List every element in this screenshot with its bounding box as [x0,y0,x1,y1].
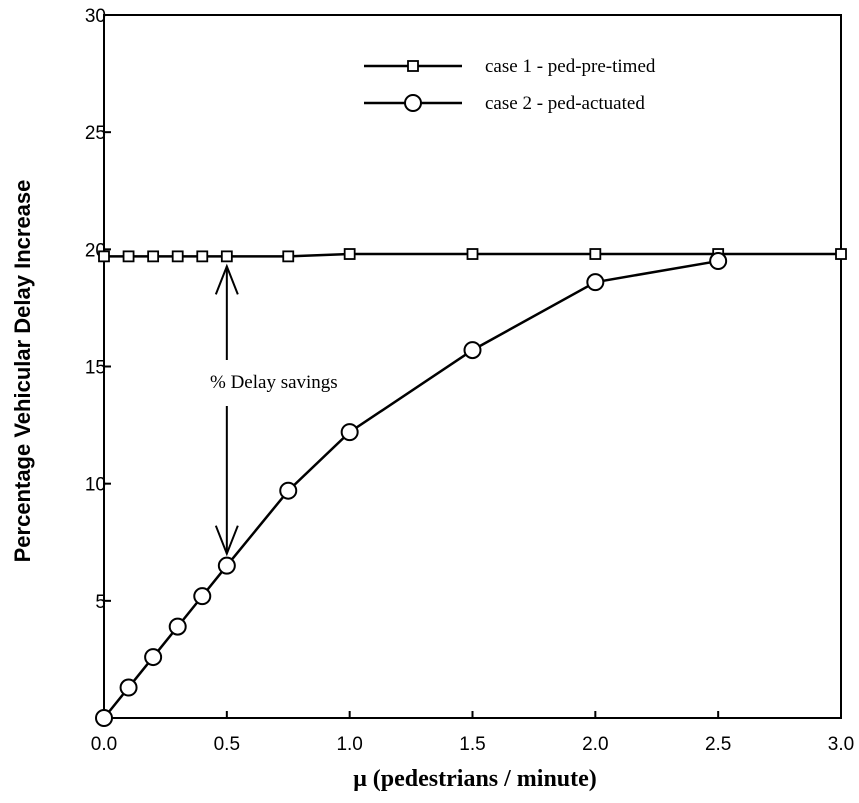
annotation-label: % Delay savings [210,372,338,393]
x-tick-label: 0.0 [91,734,117,755]
x-axis-title: μ (pedestrians / minute) [353,766,597,792]
x-tick-label: 2.0 [582,734,608,755]
data-point-case-2 [709,252,728,271]
data-point-case-1 [98,250,110,263]
data-point-case-1 [343,248,356,260]
data-point-case-1 [835,248,847,260]
data-point-case-2 [463,341,482,360]
legend-label-2: case 2 - ped-actuated [485,93,645,114]
x-tick-label: 1.5 [459,734,485,755]
data-point-case-1 [220,250,233,263]
data-point-case-2 [279,481,298,500]
x-tick-label: 2.5 [705,734,731,755]
y-tick-label: 15 [85,358,106,379]
annotation-arrowhead-up [214,263,239,295]
data-point-case-2 [119,678,138,697]
data-point-case-1 [589,248,602,260]
data-point-case-2 [193,587,212,606]
data-point-case-1 [282,250,295,263]
legend-marker-circle [404,94,422,112]
plot-frame [103,14,842,719]
x-tick-label: 3.0 [828,734,854,755]
y-tick-label: 30 [85,6,106,27]
data-point-case-1 [196,250,209,263]
data-point-case-1 [122,250,135,263]
data-point-case-2 [586,273,605,292]
data-point-case-2 [340,423,359,442]
data-point-case-2 [144,648,163,667]
data-point-case-2 [168,617,187,636]
y-tick-label: 10 [85,475,106,496]
data-point-case-2 [217,556,236,575]
legend-label-1: case 1 - ped-pre-timed [485,56,656,77]
x-tick-label: 1.0 [336,734,362,755]
y-tick-label: 25 [85,123,106,144]
y-tick-label: 5 [95,592,106,613]
legend-marker-square [407,60,419,72]
series-line-2 [103,259,719,719]
annotation-arrowhead-down [214,525,239,557]
x-tick-label: 0.5 [214,734,240,755]
data-point-case-1 [466,248,479,260]
data-point-case-2 [95,709,113,727]
data-point-case-1 [147,250,160,263]
y-axis-title: Percentage Vehicular Delay Increase [10,180,35,563]
data-point-case-1 [171,250,184,263]
